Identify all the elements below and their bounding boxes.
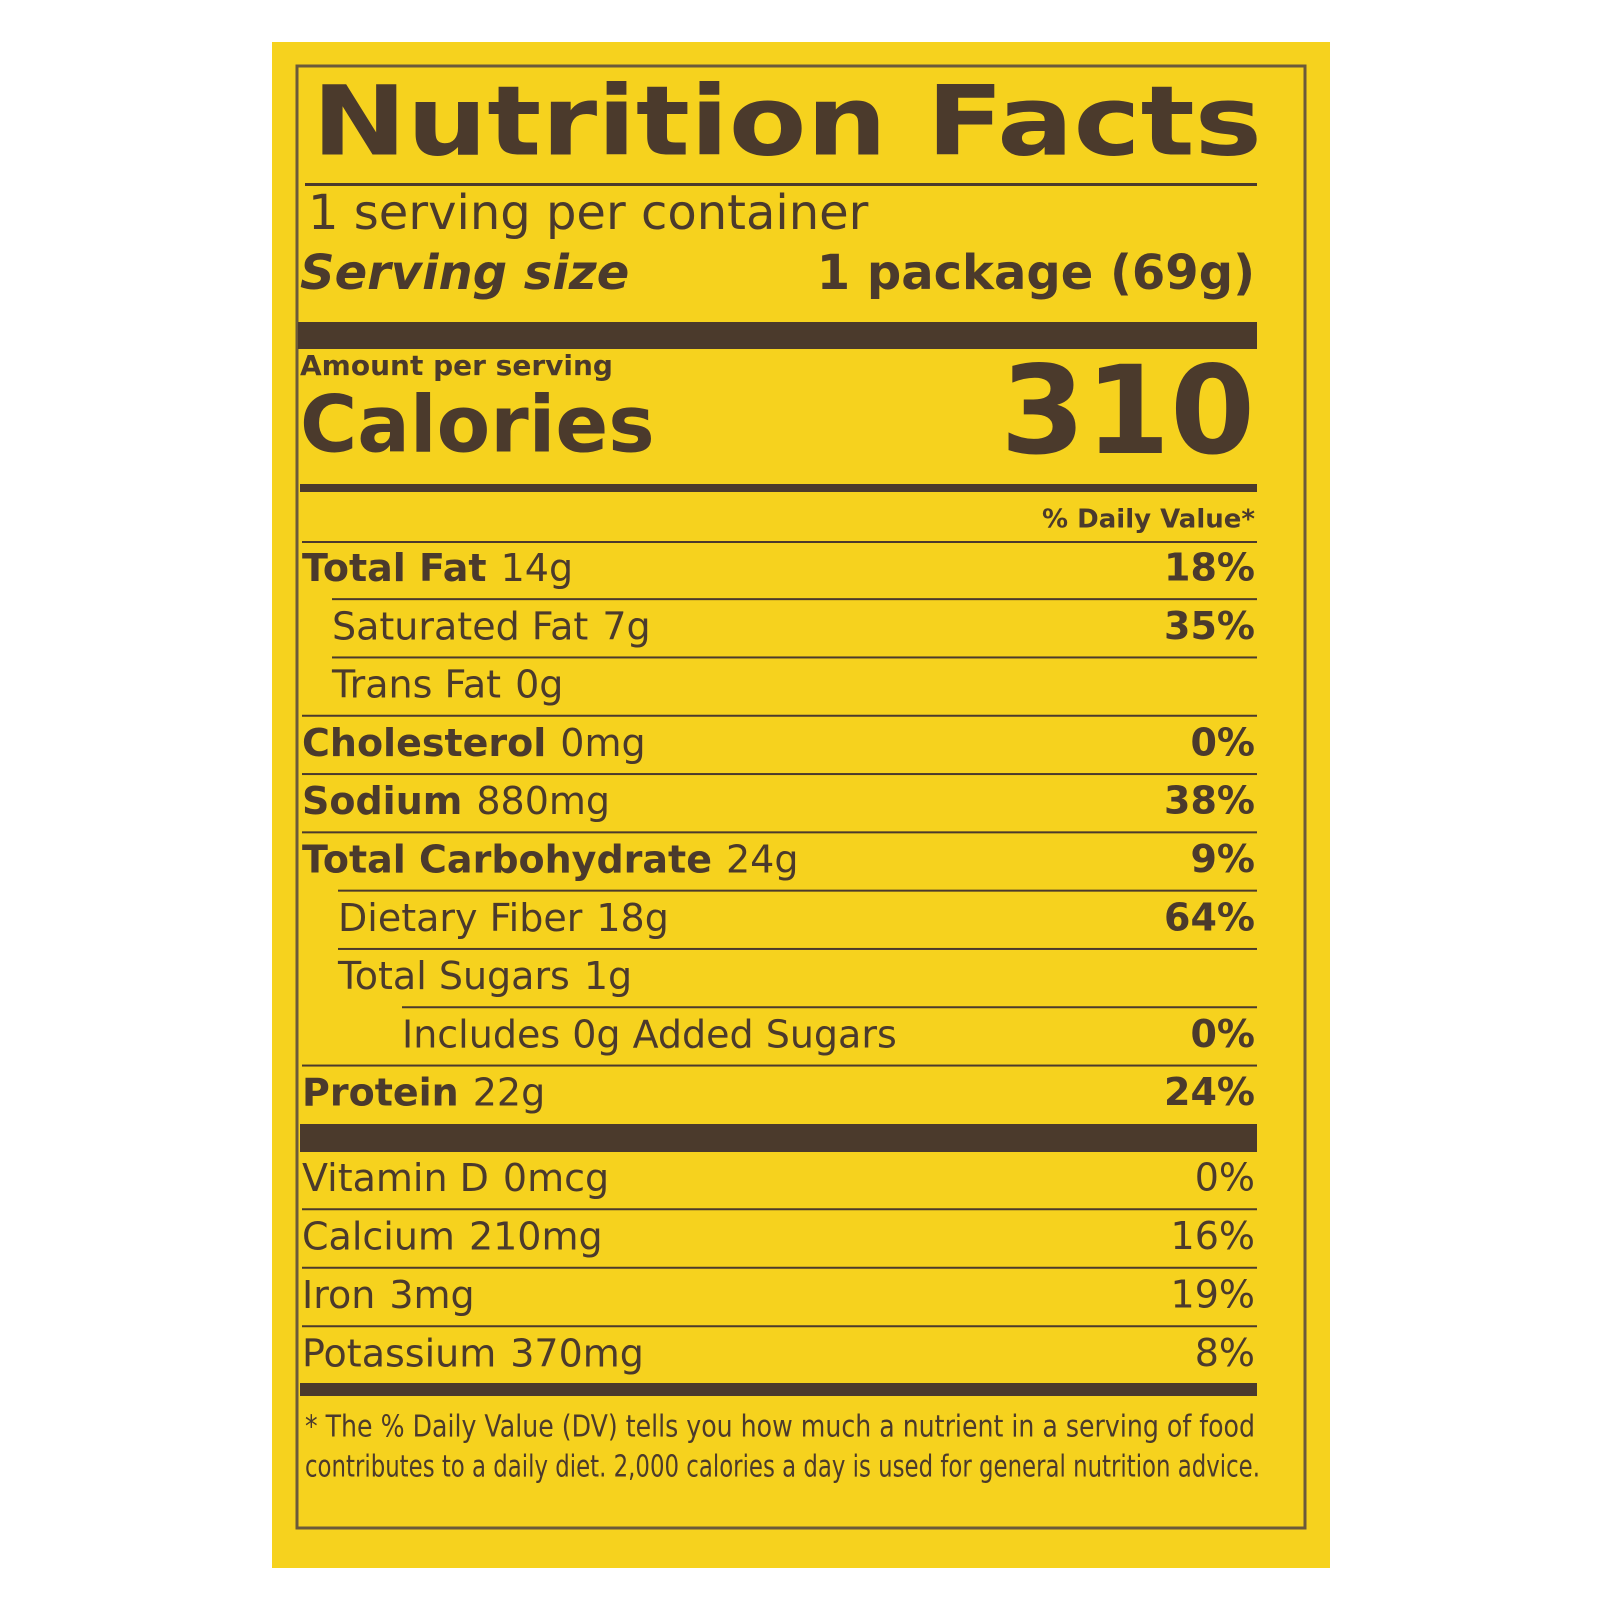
nutrient-name: Includes 0g Added Sugars <box>402 1012 897 1056</box>
row-rule <box>338 889 1257 892</box>
daily-value: 8% <box>1195 1331 1255 1375</box>
nutrient-row: Total Fat 14g <box>302 546 573 590</box>
nutrient-name: Calcium <box>302 1214 455 1258</box>
daily-value: 0% <box>1190 720 1255 764</box>
package-panel <box>272 42 1330 1568</box>
nutrient-row: Protein 22g <box>302 1070 545 1114</box>
thick-rule <box>300 1383 1257 1396</box>
nutrient-row: Trans Fat 0g <box>331 662 563 706</box>
row-rule <box>402 1006 1257 1009</box>
row-rule <box>302 1266 1257 1269</box>
nutrient-amount: 0mg <box>560 720 645 764</box>
nutrient-row: Saturated Fat 7g <box>332 604 651 648</box>
nutrient-amount: 22g <box>473 1070 545 1114</box>
daily-value: 0% <box>1190 1012 1255 1056</box>
nutrient-name: Sodium <box>302 779 462 823</box>
thick-rule <box>298 322 1257 349</box>
daily-value: 19% <box>1171 1273 1255 1317</box>
medium-rule <box>300 484 1257 492</box>
thick-rule <box>300 1124 1257 1152</box>
row-rule <box>302 1064 1257 1067</box>
nutrient-name: Protein <box>302 1070 459 1114</box>
nutrient-amount: 18g <box>596 895 668 939</box>
nutrient-amount: 880mg <box>476 779 610 823</box>
nutrient-amount: 0g <box>515 662 563 706</box>
nutrient-name: Cholesterol <box>302 720 546 764</box>
nutrient-name: Iron <box>302 1273 375 1317</box>
nutrient-row: Calcium 210mg <box>302 1214 603 1258</box>
nutrient-name: Total Fat <box>302 546 487 590</box>
daily-value: 16% <box>1171 1214 1255 1258</box>
nutrient-amount: 1g <box>584 954 632 998</box>
row-rule <box>302 541 1257 543</box>
amount-per-serving: Amount per serving <box>300 349 613 382</box>
nutrient-name: Trans Fat <box>331 662 501 706</box>
nutrient-amount: 24g <box>726 837 798 881</box>
nutrient-row: Total Carbohydrate 24g <box>302 837 798 881</box>
nutrient-amount: 7g <box>602 604 650 648</box>
rule <box>305 183 1257 186</box>
row-rule <box>302 1208 1257 1211</box>
footnote-line: contributes to a daily diet. 2,000 calor… <box>305 1450 1260 1485</box>
nutrient-row: Cholesterol 0mg <box>302 720 646 764</box>
daily-value: 64% <box>1164 895 1255 939</box>
calories-value: 310 <box>1000 340 1255 482</box>
daily-value: 38% <box>1164 779 1255 823</box>
row-rule <box>338 947 1257 950</box>
calories-label: Calories <box>300 380 655 470</box>
nutrient-row: Total Sugars 1g <box>337 954 632 998</box>
nutrient-row: Potassium 370mg <box>302 1331 644 1375</box>
nutrient-amount: 210mg <box>469 1214 603 1258</box>
title: Nutrition Facts <box>312 65 1262 177</box>
daily-value: 18% <box>1164 546 1255 590</box>
label-border <box>295 64 1307 1530</box>
nutrient-amount: 0mcg <box>503 1156 609 1200</box>
serving-size: 1 package (69g) <box>817 245 1255 301</box>
nutrient-row: Vitamin D 0mcg <box>302 1156 609 1200</box>
daily-value: 35% <box>1164 604 1255 648</box>
nutrient-name: Saturated Fat <box>332 604 588 648</box>
row-rule <box>302 831 1257 834</box>
daily-value: 0% <box>1195 1156 1255 1200</box>
nutrient-amount: 370mg <box>510 1331 644 1375</box>
nutrient-name: Dietary Fiber <box>338 895 583 939</box>
servings: 1 serving per container <box>308 185 869 241</box>
nutrient-name: Vitamin D <box>302 1156 489 1200</box>
nutrient-name: Total Sugars <box>337 954 570 998</box>
serving-size-label: Serving size <box>300 245 629 301</box>
nutrient-name: Potassium <box>302 1331 496 1375</box>
footnote-line: * The % Daily Value (DV) tells you how m… <box>305 1410 1255 1445</box>
row-rule <box>332 656 1257 659</box>
row-rule <box>302 773 1257 776</box>
daily-value: 24% <box>1164 1070 1255 1114</box>
nutrient-amount: 3mg <box>389 1273 474 1317</box>
nutrient-name: Total Carbohydrate <box>302 837 712 881</box>
daily-value-header: % Daily Value* <box>1042 505 1255 535</box>
nutrient-row: Iron 3mg <box>302 1273 475 1317</box>
nutrient-row: Includes 0g Added Sugars <box>402 1012 897 1056</box>
row-rule <box>302 714 1257 717</box>
row-rule <box>332 598 1257 601</box>
daily-value: 9% <box>1190 837 1255 881</box>
nutrient-row: Sodium 880mg <box>302 779 610 823</box>
row-rule <box>302 1325 1257 1328</box>
nutrient-row: Dietary Fiber 18g <box>338 895 669 939</box>
nutrient-amount: 14g <box>501 546 573 590</box>
